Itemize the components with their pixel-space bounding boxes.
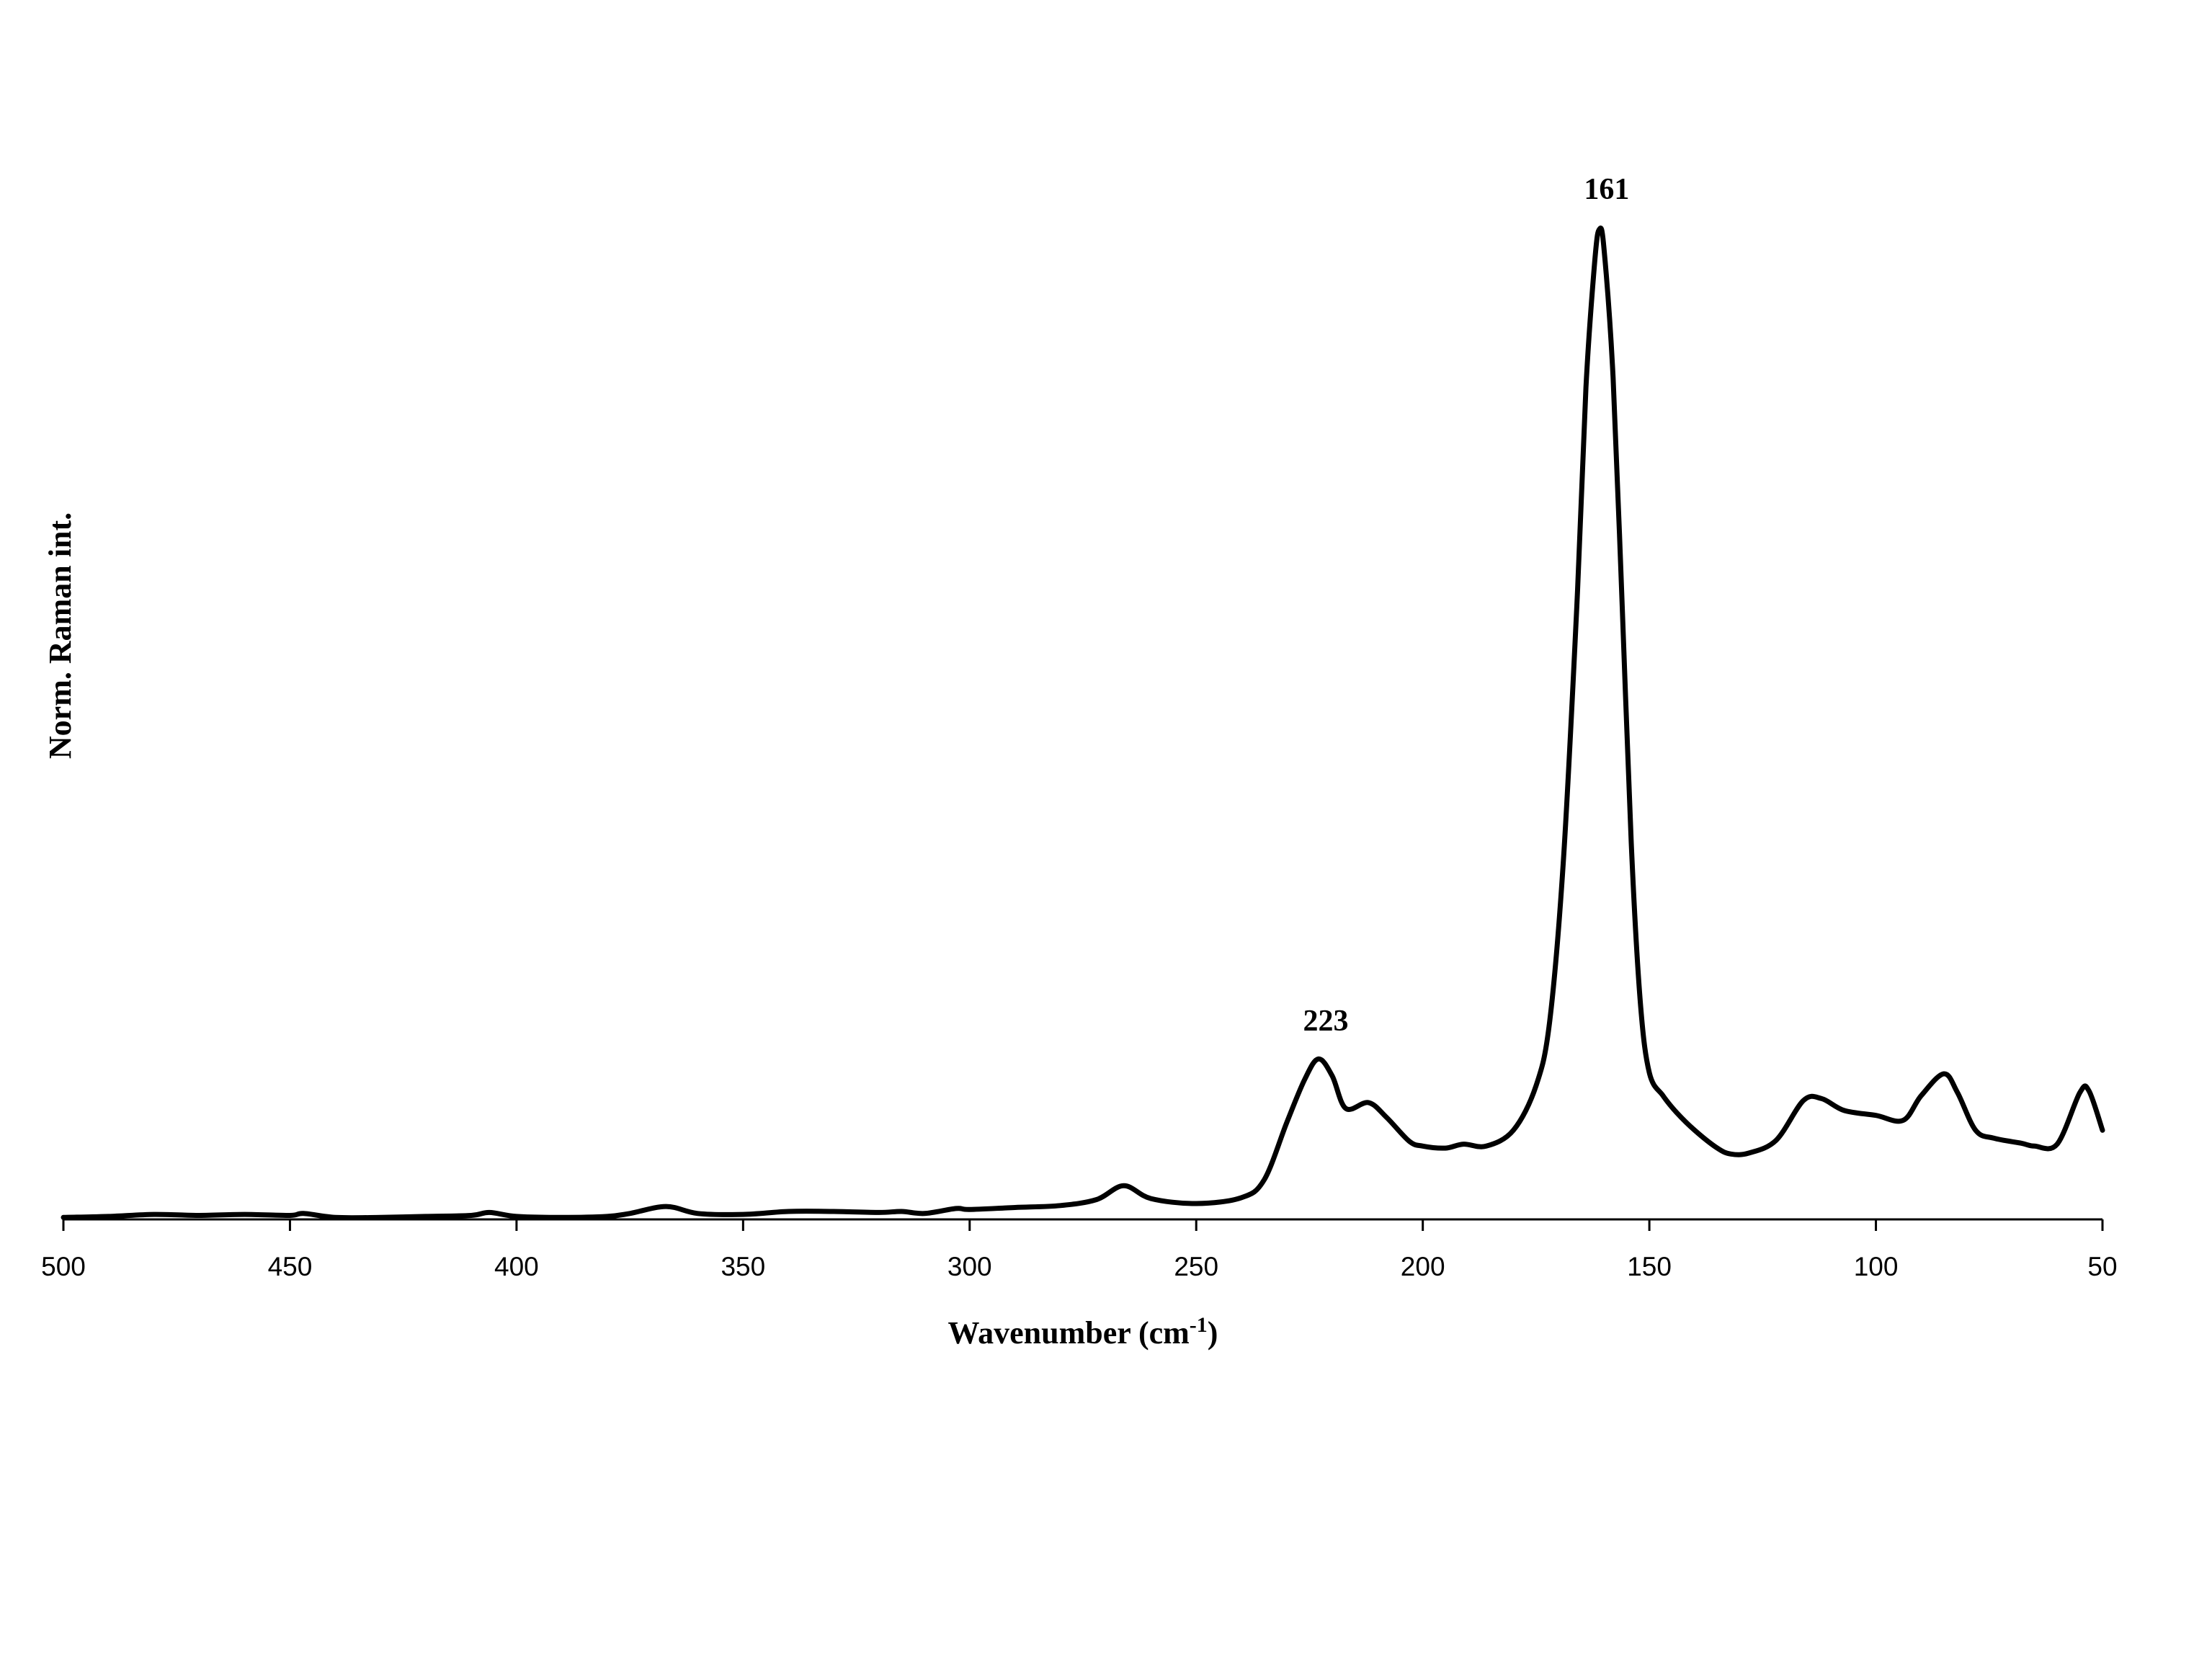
y-axis-title: Norm. Raman int. bbox=[43, 512, 78, 759]
x-axis-title-main: Wavenumber (cm bbox=[948, 1315, 1190, 1351]
plot-area: 500 450 400 350 300 250 200 150 100 50 161 223 bbox=[41, 173, 2117, 1281]
x-axis-ticks bbox=[62, 1219, 2104, 1231]
peak-label-161: 161 bbox=[1584, 173, 1629, 206]
x-tick-label: 200 bbox=[1401, 1252, 1445, 1281]
x-tick-label: 500 bbox=[41, 1252, 86, 1281]
x-axis-title-suffix: ) bbox=[1208, 1315, 1218, 1351]
x-axis-title: Wavenumber (cm-1) bbox=[948, 1313, 1218, 1351]
x-tick-label: 250 bbox=[1174, 1252, 1218, 1281]
spectrum-line bbox=[61, 225, 2105, 1221]
peak-label-223: 223 bbox=[1303, 1005, 1349, 1038]
x-axis-tick-labels: 500 450 400 350 300 250 200 150 100 50 bbox=[41, 1252, 2117, 1281]
x-tick-label: 400 bbox=[494, 1252, 539, 1281]
x-tick-label: 150 bbox=[1627, 1252, 1672, 1281]
x-tick-label: 50 bbox=[2087, 1252, 2117, 1281]
x-axis-title-superscript: -1 bbox=[1190, 1313, 1208, 1337]
x-tick-label: 100 bbox=[1854, 1252, 1899, 1281]
x-tick-label: 300 bbox=[947, 1252, 992, 1281]
x-tick-label: 450 bbox=[268, 1252, 313, 1281]
x-tick-label: 350 bbox=[721, 1252, 765, 1281]
peak-annotations: 161 223 bbox=[1303, 173, 1630, 1038]
